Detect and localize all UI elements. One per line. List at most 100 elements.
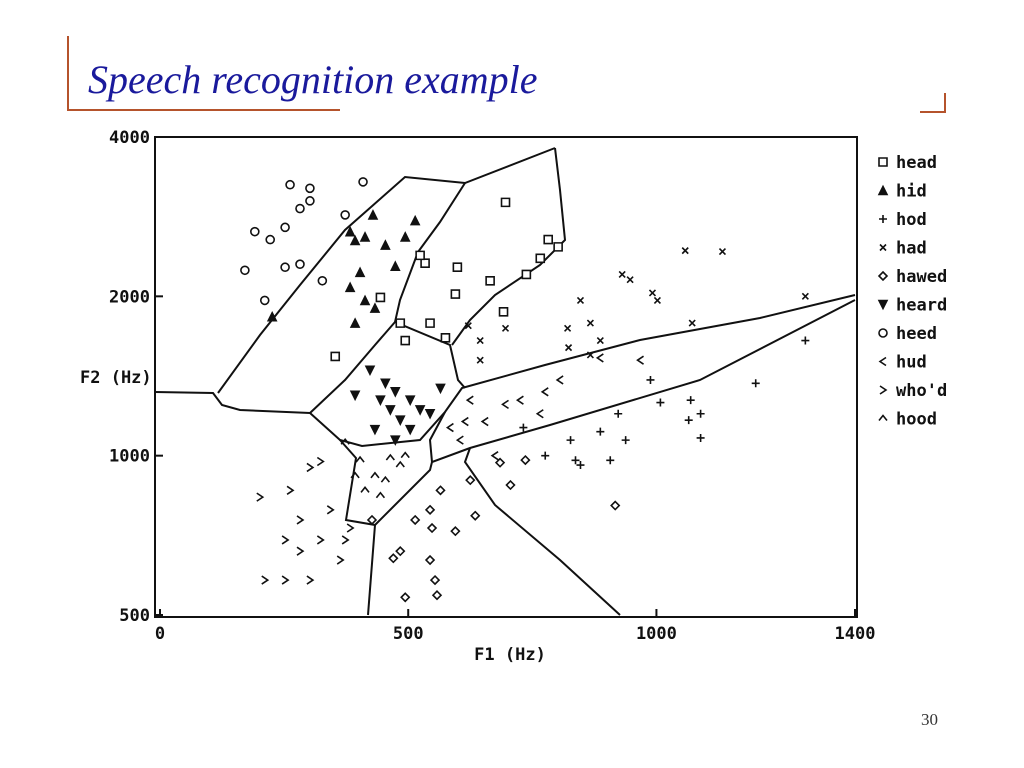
boundary (217, 147, 556, 394)
point (336, 555, 345, 565)
legend-label: hood (896, 410, 937, 430)
x-tick-label: 1400 (835, 624, 876, 644)
point (388, 553, 399, 564)
point (295, 259, 305, 269)
point (385, 453, 395, 461)
point (261, 575, 270, 585)
point (621, 436, 630, 445)
point (424, 554, 436, 566)
legend-label: heed (896, 324, 937, 344)
point (576, 461, 585, 470)
point (306, 462, 315, 473)
point (375, 491, 386, 499)
point (460, 416, 469, 427)
point (375, 395, 386, 406)
y-tick-label: 2000 (109, 287, 150, 307)
point (470, 510, 481, 521)
point (390, 435, 401, 446)
point (465, 475, 476, 486)
boundary (339, 439, 377, 616)
legend-marker (879, 385, 888, 395)
frame-bracket-left (67, 36, 340, 111)
point (259, 295, 270, 306)
point (465, 395, 474, 405)
point (515, 395, 524, 405)
legend-marker (878, 356, 887, 367)
point (476, 336, 484, 345)
point (614, 409, 623, 418)
series-2 (519, 336, 810, 470)
point (424, 504, 436, 515)
point (350, 471, 360, 479)
point (266, 310, 278, 322)
y-tick-label: 4000 (109, 128, 150, 148)
point (636, 355, 644, 365)
point (344, 281, 356, 293)
point (801, 292, 809, 300)
point (686, 396, 695, 405)
legend-marker (877, 270, 889, 282)
point (596, 427, 605, 436)
point (399, 231, 411, 242)
point (341, 535, 350, 545)
point (394, 415, 406, 426)
legend-marker (878, 414, 888, 421)
legend-marker (879, 243, 887, 252)
legend-label: who'd (896, 381, 947, 401)
series-1 (266, 209, 421, 328)
point (476, 356, 484, 364)
point (688, 319, 696, 327)
page-number: 30 (921, 710, 938, 729)
point (435, 485, 446, 496)
point (295, 203, 305, 214)
legend-label: had (896, 239, 927, 259)
point (696, 433, 705, 442)
point (500, 197, 511, 208)
legend-label: hod (896, 210, 927, 230)
point (656, 398, 665, 407)
boundary (154, 391, 311, 414)
point (369, 302, 381, 313)
region-boundaries (154, 147, 856, 616)
point (555, 375, 564, 385)
point (240, 265, 250, 276)
point (349, 234, 361, 246)
legend-label: hid (896, 182, 927, 202)
point (596, 336, 604, 345)
point (610, 500, 621, 511)
boundary (309, 321, 396, 414)
point (404, 424, 416, 436)
point (564, 344, 573, 352)
point (346, 523, 355, 533)
point (250, 226, 260, 237)
point (429, 574, 441, 586)
point (494, 457, 506, 468)
point (520, 454, 531, 466)
point (653, 296, 661, 304)
point (646, 375, 655, 384)
frame-bracket-right (920, 93, 946, 113)
point (435, 383, 446, 395)
point (501, 399, 509, 410)
point (400, 592, 411, 603)
slide-title: Speech recognition example (88, 57, 537, 102)
point (285, 179, 295, 190)
point (543, 234, 554, 245)
point (354, 266, 366, 278)
plot-frame (154, 136, 858, 618)
point (281, 575, 290, 585)
point (286, 485, 295, 496)
legend-marker (878, 328, 888, 338)
point (358, 177, 368, 187)
point (618, 270, 626, 278)
point (349, 317, 361, 328)
series-8 (256, 456, 355, 585)
point (340, 210, 350, 220)
point (366, 514, 378, 526)
point (450, 526, 461, 537)
point (305, 196, 315, 206)
point (404, 395, 416, 406)
y-tick-label: 500 (119, 606, 150, 626)
point (306, 575, 315, 585)
